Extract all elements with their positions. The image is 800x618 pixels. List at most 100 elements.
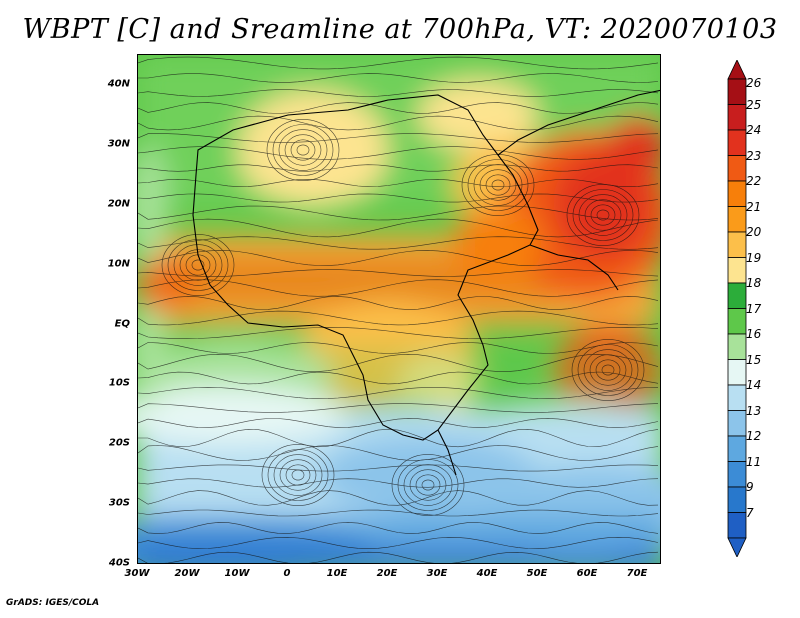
streamline-swirl [589, 354, 627, 386]
streamline [138, 236, 659, 250]
colorbar-bottom-arrow [727, 537, 747, 557]
streamline-swirl [191, 259, 205, 271]
colorbar-segment [727, 512, 747, 539]
streamline-swirl [179, 249, 217, 281]
streamline [138, 218, 659, 238]
coastlines [192, 89, 660, 476]
streamline-swirl [409, 469, 447, 501]
lon-label-10e: 10E [326, 568, 348, 579]
colorbar-segment [727, 78, 747, 105]
streamline [138, 536, 659, 550]
streamline [138, 178, 659, 188]
streamline-swirl [296, 144, 310, 156]
streamline-swirl [167, 239, 229, 291]
streamline [138, 193, 659, 203]
colorbar-segment [727, 104, 747, 131]
streamline-swirl [479, 169, 517, 201]
colorbar-label: 22 [746, 174, 762, 188]
streamline-swirl [491, 179, 505, 191]
streamline [138, 490, 659, 506]
streamline [138, 164, 659, 172]
streamline-swirl [285, 464, 311, 486]
streamline-swirl [267, 449, 329, 501]
streamline-swirl [583, 349, 633, 391]
colorbar-segment [727, 461, 747, 488]
streamline-swirl [291, 469, 305, 481]
colorbar-label: 15 [746, 352, 762, 367]
colorbar-top-arrow [727, 60, 747, 80]
streamline-swirl [596, 209, 610, 221]
colorbar-label: 25 [746, 97, 762, 112]
streamline [138, 342, 659, 354]
streamline [138, 310, 659, 326]
streamline-swirl [161, 234, 235, 296]
streamline-swirl [467, 159, 529, 211]
streamline [138, 464, 659, 472]
streamline [138, 353, 659, 372]
colorbar-label: 16 [746, 327, 762, 341]
lat-label-10n: 10N [107, 258, 130, 270]
streamline [138, 279, 659, 297]
streamline-swirl [173, 244, 223, 286]
streamline [138, 386, 659, 400]
colorbar-segment [727, 435, 747, 462]
lat-label-eq: EQ [114, 318, 130, 330]
lon-label-30e: 30E [426, 568, 448, 579]
streamline-swirl [571, 339, 645, 401]
streamline [138, 509, 659, 517]
colorbar-segment [727, 384, 747, 411]
streamline-swirl [273, 454, 323, 496]
colorbar-segment [727, 206, 747, 233]
colorbar-label: 12 [746, 429, 762, 443]
streamline [138, 296, 659, 310]
colorbar-segment [727, 155, 747, 182]
streamline [138, 522, 659, 534]
lat-label-40n: 40N [107, 78, 130, 90]
colorbar-segment [727, 308, 747, 335]
lat-label-20n: 20N [107, 198, 130, 210]
streamline-swirl [590, 204, 616, 226]
lon-label-50e: 50E [526, 568, 548, 579]
streamline-swirl [397, 459, 459, 511]
colorbar-segment [727, 486, 747, 513]
streamline-swirl [473, 164, 523, 206]
lat-label-10s: 10S [108, 377, 130, 389]
lon-label-20w: 20W [174, 568, 200, 579]
colorbar-label: 17 [746, 301, 762, 316]
colorbar-label: 7 [746, 505, 754, 520]
lon-label-60e: 60E [576, 568, 598, 579]
streamline-swirl [403, 464, 453, 506]
lon-label-20e: 20E [376, 568, 398, 579]
streamline-swirl [272, 124, 334, 176]
colorbar-label: 18 [746, 276, 762, 290]
streamline [138, 371, 659, 385]
wbpt-shading [138, 55, 660, 563]
streamline [138, 403, 659, 413]
lat-label-30n: 30N [107, 138, 130, 150]
colorbar-label: 13 [746, 403, 762, 418]
streamline-swirl [391, 454, 465, 516]
streamlines [138, 56, 659, 563]
streamline [138, 445, 659, 461]
streamline-swirl [266, 119, 340, 181]
colorbar-segment [727, 359, 747, 386]
streamline [138, 205, 659, 221]
colorbar [727, 60, 747, 557]
streamline [138, 56, 659, 70]
streamline [138, 115, 659, 131]
colorbar-segment [727, 282, 747, 309]
streamline [138, 133, 659, 143]
streamline-swirl [584, 199, 622, 231]
lat-label-40s: 40S [108, 557, 130, 569]
streamline-swirl [595, 359, 621, 381]
streamline [138, 73, 659, 83]
colorbar-label: 19 [746, 250, 762, 265]
lon-label-10w: 10W [224, 568, 250, 579]
colorbar-segment [727, 257, 747, 284]
streamline-swirl [421, 479, 435, 491]
streamline [138, 89, 659, 97]
colorbar-label: 11 [746, 454, 762, 469]
streamline [138, 428, 659, 448]
streamline [138, 418, 659, 428]
streamline-swirl [261, 444, 335, 506]
